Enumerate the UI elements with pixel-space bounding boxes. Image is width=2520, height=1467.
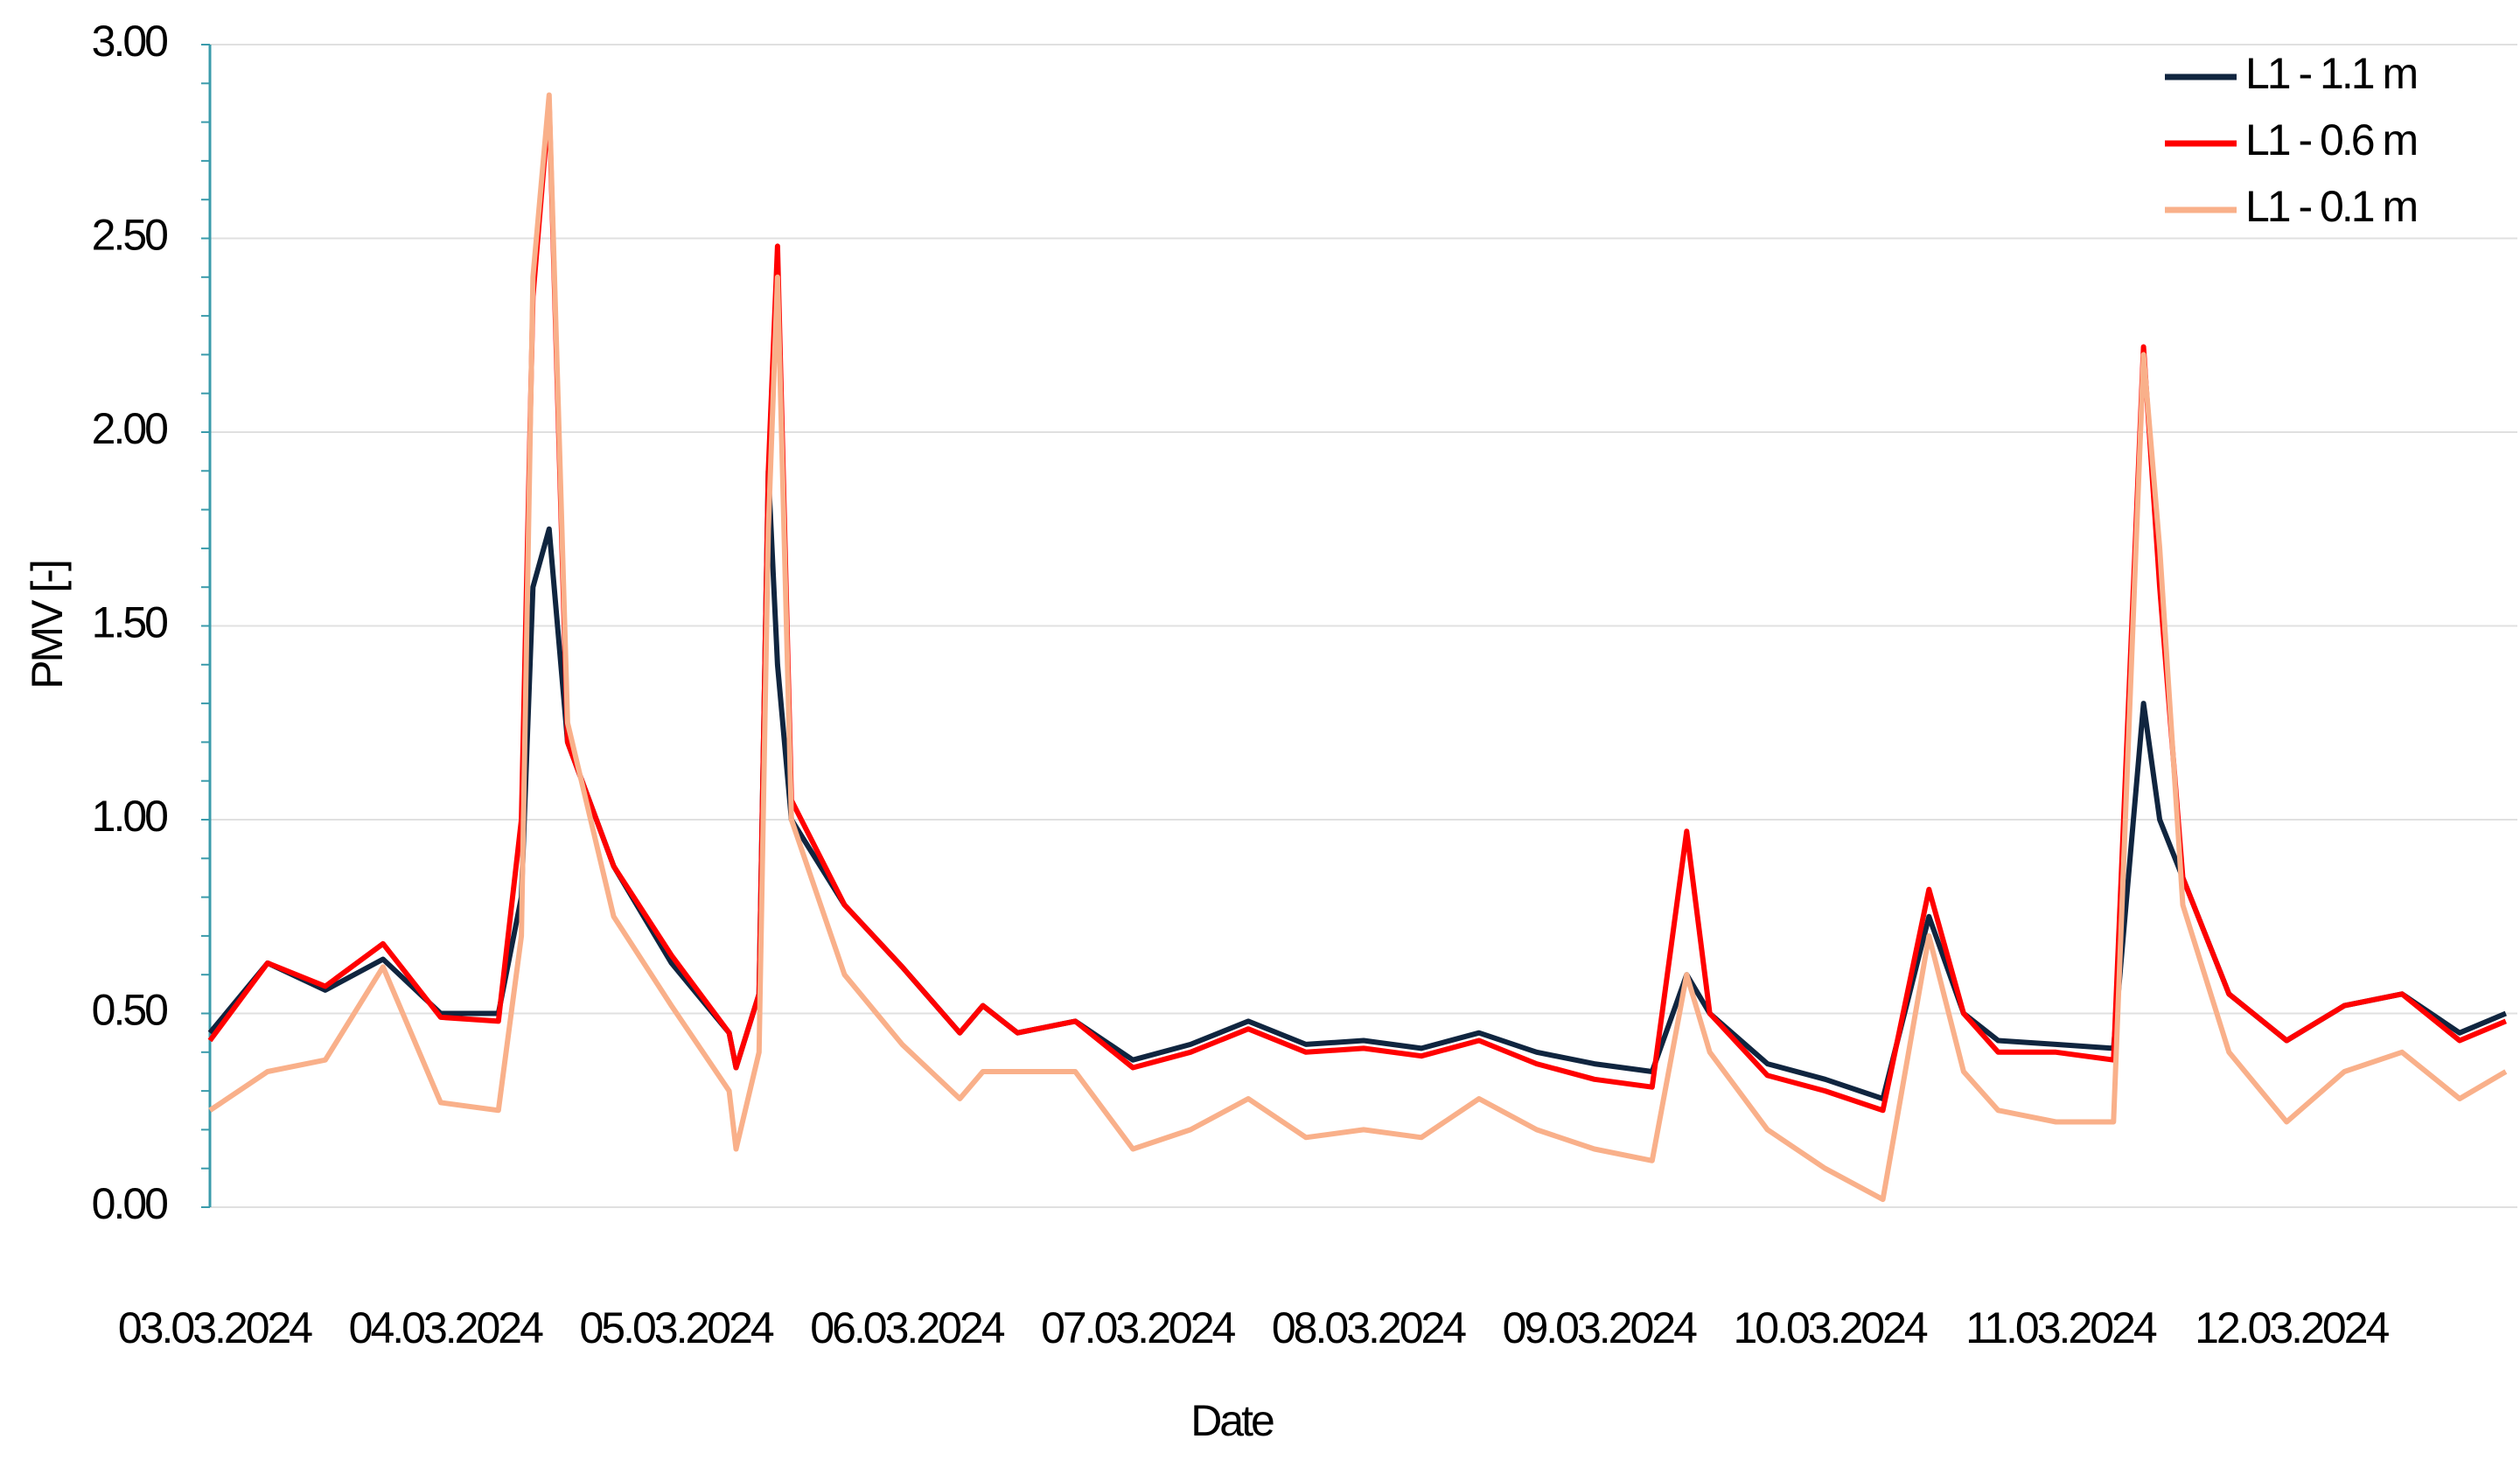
y-tick-label: 3.00 [92, 17, 168, 66]
x-tick-label: 06.03.2024 [810, 1303, 1004, 1352]
x-tick-label: 09.03.2024 [1503, 1303, 1697, 1352]
legend-label: L1 - 0.1 m [2245, 182, 2416, 231]
x-tick-label: 10.03.2024 [1733, 1303, 1927, 1352]
series-line [208, 92, 2508, 1203]
y-tick-label: 1.50 [92, 598, 168, 647]
legend-label: L1 - 0.6 m [2245, 115, 2416, 164]
x-tick-label: 05.03.2024 [579, 1303, 773, 1352]
y-tick-label: 1.00 [92, 792, 168, 841]
x-tick-label: 08.03.2024 [1272, 1303, 1466, 1352]
y-tick-label: 2.50 [92, 211, 168, 260]
y-tick-label: 0.00 [92, 1179, 168, 1228]
x-tick-label: 07.03.2024 [1041, 1303, 1235, 1352]
legend-label: L1 - 1.1 m [2245, 49, 2416, 98]
x-tick-label: 03.03.2024 [118, 1303, 312, 1352]
x-tick-label: 11.03.2024 [1965, 1303, 2157, 1352]
y-tick-label: 2.00 [92, 404, 168, 453]
x-axis-label: Date [1190, 1396, 1274, 1445]
y-axis-label: PMV [-] [23, 562, 72, 689]
series-line [207, 468, 2507, 1101]
y-tick-label: 0.50 [92, 986, 168, 1035]
x-tick-label: 12.03.2024 [2195, 1303, 2389, 1352]
x-tick-label: 04.03.2024 [349, 1303, 543, 1352]
